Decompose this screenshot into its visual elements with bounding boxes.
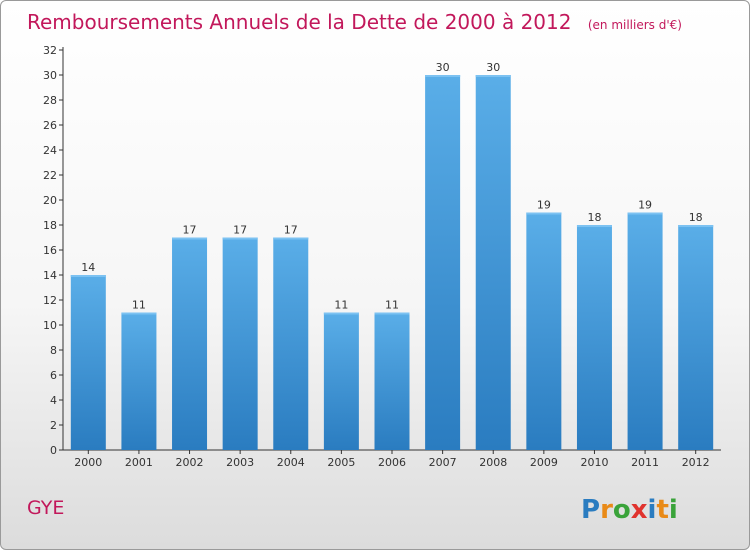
y-tick-label: 26 <box>43 119 57 132</box>
bar-top-edge <box>374 312 410 315</box>
value-label: 19 <box>537 199 551 212</box>
y-tick-label: 12 <box>43 294 57 307</box>
y-tick-label: 2 <box>50 419 57 432</box>
bar-top-edge <box>576 225 612 227</box>
value-label: 18 <box>689 211 703 224</box>
y-tick-label: 4 <box>50 394 57 407</box>
bar-2008 <box>475 75 511 450</box>
x-tick-label: 2006 <box>378 456 406 469</box>
bar-2010 <box>576 225 612 450</box>
bar-top-edge <box>425 75 461 77</box>
y-tick-label: 30 <box>43 69 57 82</box>
bar-2009 <box>526 212 562 450</box>
bar-top-edge <box>323 312 359 315</box>
x-tick-label: 2001 <box>125 456 153 469</box>
bar-2002 <box>172 237 208 450</box>
bar-2007 <box>425 75 461 450</box>
bar-2011 <box>627 212 663 450</box>
x-tick-label: 2002 <box>176 456 204 469</box>
proxiti-logo: Proxiti <box>581 495 678 525</box>
y-tick-label: 16 <box>43 244 57 257</box>
bar-top-edge <box>627 212 663 215</box>
y-tick-label: 8 <box>50 344 57 357</box>
location-label: GYE <box>27 497 64 519</box>
x-tick-label: 2008 <box>479 456 507 469</box>
x-tick-labels: 2000 2001 2002 2003 2004 2005 2006 2007 2008 2009… <box>74 450 710 469</box>
value-label: 14 <box>81 261 95 274</box>
bar-2012 <box>678 225 714 450</box>
bar-top-edge <box>475 75 511 77</box>
y-tick-label: 6 <box>50 369 57 382</box>
y-tick-label: 28 <box>43 94 57 107</box>
value-label: 17 <box>183 224 197 237</box>
value-labels: 14 11 17 17 17 11 11 30 30 19 18 19 18 <box>81 61 702 312</box>
value-label: 17 <box>233 224 247 237</box>
value-label: 19 <box>638 199 652 212</box>
chart-title: Remboursements Annuels de la Dette de 20… <box>27 10 571 34</box>
x-tick-label: 2000 <box>74 456 102 469</box>
bar-top-edge <box>526 212 562 215</box>
y-tick-label: 0 <box>50 444 57 457</box>
y-tick-label: 18 <box>43 219 57 232</box>
y-tick-label: 10 <box>43 319 57 332</box>
x-tick-label: 2003 <box>226 456 254 469</box>
value-label: 18 <box>587 211 601 224</box>
bar-2005 <box>323 312 359 450</box>
bar-top-edge <box>273 237 309 240</box>
x-tick-label: 2005 <box>327 456 355 469</box>
x-tick-label: 2012 <box>682 456 710 469</box>
value-label: 11 <box>385 299 399 312</box>
svg-text:Remboursements Annuels de la D: Remboursements Annuels de la Dette de 20… <box>27 10 682 34</box>
y-tick-label: 14 <box>43 269 57 282</box>
value-label: 11 <box>132 299 146 312</box>
bar-2004 <box>273 237 309 450</box>
chart-subtitle: (en milliers d'€) <box>588 18 682 32</box>
y-tick-label: 32 <box>43 44 57 57</box>
bar-top-edge <box>678 225 714 227</box>
x-tick-label: 2009 <box>530 456 558 469</box>
bar-top-edge <box>70 275 106 277</box>
bar-top-edge <box>172 237 208 240</box>
x-tick-label: 2010 <box>580 456 608 469</box>
x-tick-label: 2007 <box>429 456 457 469</box>
y-tick-label: 24 <box>43 144 57 157</box>
bar-2000 <box>70 275 106 450</box>
proxiti-logo-text: Proxiti <box>581 495 678 525</box>
value-label: 17 <box>284 224 298 237</box>
value-label: 30 <box>436 61 450 74</box>
bars-group <box>70 75 714 450</box>
y-tick-label: 20 <box>43 194 57 207</box>
value-label: 30 <box>486 61 500 74</box>
bar-top-edge <box>121 312 157 315</box>
x-tick-label: 2004 <box>277 456 305 469</box>
bar-2006 <box>374 312 410 450</box>
bar-top-edge <box>222 237 258 240</box>
bar-2001 <box>121 312 157 450</box>
y-tick-label: 22 <box>43 169 57 182</box>
bar-2003 <box>222 237 258 450</box>
value-label: 11 <box>334 299 348 312</box>
x-tick-label: 2011 <box>631 456 659 469</box>
